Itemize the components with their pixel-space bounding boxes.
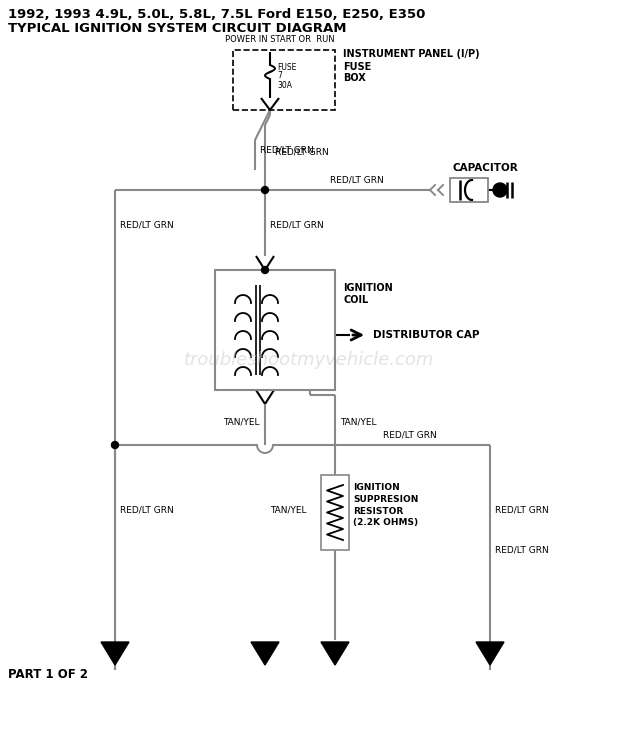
- Text: RED/LT GRN: RED/LT GRN: [275, 148, 329, 157]
- Text: D: D: [485, 646, 495, 658]
- Polygon shape: [251, 642, 279, 665]
- Text: IGNITION: IGNITION: [353, 482, 400, 491]
- Text: FUSE: FUSE: [343, 62, 371, 72]
- Text: 30A: 30A: [277, 80, 292, 89]
- Bar: [233, 50, 335, 110]
- Text: COIL: COIL: [343, 295, 368, 305]
- Bar: [450, 178, 488, 202]
- Text: RED/LT GRN: RED/LT GRN: [260, 146, 314, 154]
- Text: INSTRUMENT PANEL (I/P): INSTRUMENT PANEL (I/P): [343, 49, 480, 59]
- Text: 1992, 1993 4.9L, 5.0L, 5.8L, 7.5L Ford E150, E250, E350: 1992, 1993 4.9L, 5.0L, 5.8L, 7.5L Ford E…: [8, 8, 425, 20]
- Polygon shape: [476, 642, 504, 665]
- Polygon shape: [321, 642, 349, 665]
- Circle shape: [111, 442, 119, 448]
- Circle shape: [261, 187, 268, 194]
- Text: POWER IN START OR  RUN: POWER IN START OR RUN: [225, 35, 335, 44]
- Text: DISTRIBUTOR CAP: DISTRIBUTOR CAP: [373, 330, 480, 340]
- Circle shape: [493, 183, 507, 197]
- Text: (2.2K OHMS): (2.2K OHMS): [353, 518, 418, 527]
- Text: RED/LT GRN: RED/LT GRN: [330, 176, 384, 184]
- Text: C: C: [331, 646, 339, 658]
- Text: PART 1 OF 2: PART 1 OF 2: [8, 668, 88, 682]
- Text: A: A: [111, 646, 119, 658]
- Text: RED/LT GRN: RED/LT GRN: [383, 430, 437, 439]
- Text: troubleshootmyvehicle.com: troubleshootmyvehicle.com: [184, 351, 434, 369]
- Text: RED/LT GRN: RED/LT GRN: [120, 220, 174, 230]
- Text: B: B: [261, 646, 269, 658]
- Polygon shape: [101, 642, 129, 665]
- Bar: [321, 475, 349, 550]
- Text: CAPACITOR: CAPACITOR: [452, 163, 518, 173]
- Text: TAN/YEL: TAN/YEL: [224, 418, 260, 427]
- Text: 7: 7: [277, 71, 282, 80]
- Text: IGNITION: IGNITION: [343, 283, 393, 293]
- Text: RED/LT GRN: RED/LT GRN: [270, 220, 324, 230]
- Text: BOX: BOX: [343, 73, 366, 83]
- Bar: [215, 270, 335, 390]
- Circle shape: [261, 266, 268, 274]
- Text: RESISTOR: RESISTOR: [353, 506, 404, 515]
- Text: FUSE: FUSE: [277, 62, 297, 71]
- Text: TAN/YEL: TAN/YEL: [340, 418, 376, 427]
- Text: SUPPRESION: SUPPRESION: [353, 494, 418, 503]
- Text: RED/LT GRN: RED/LT GRN: [495, 545, 549, 554]
- Text: RED/LT GRN: RED/LT GRN: [120, 506, 174, 515]
- Text: RED/LT GRN: RED/LT GRN: [495, 506, 549, 515]
- Text: TYPICAL IGNITION SYSTEM CIRCUIT DIAGRAM: TYPICAL IGNITION SYSTEM CIRCUIT DIAGRAM: [8, 22, 347, 34]
- Text: TAN/YEL: TAN/YEL: [270, 506, 307, 515]
